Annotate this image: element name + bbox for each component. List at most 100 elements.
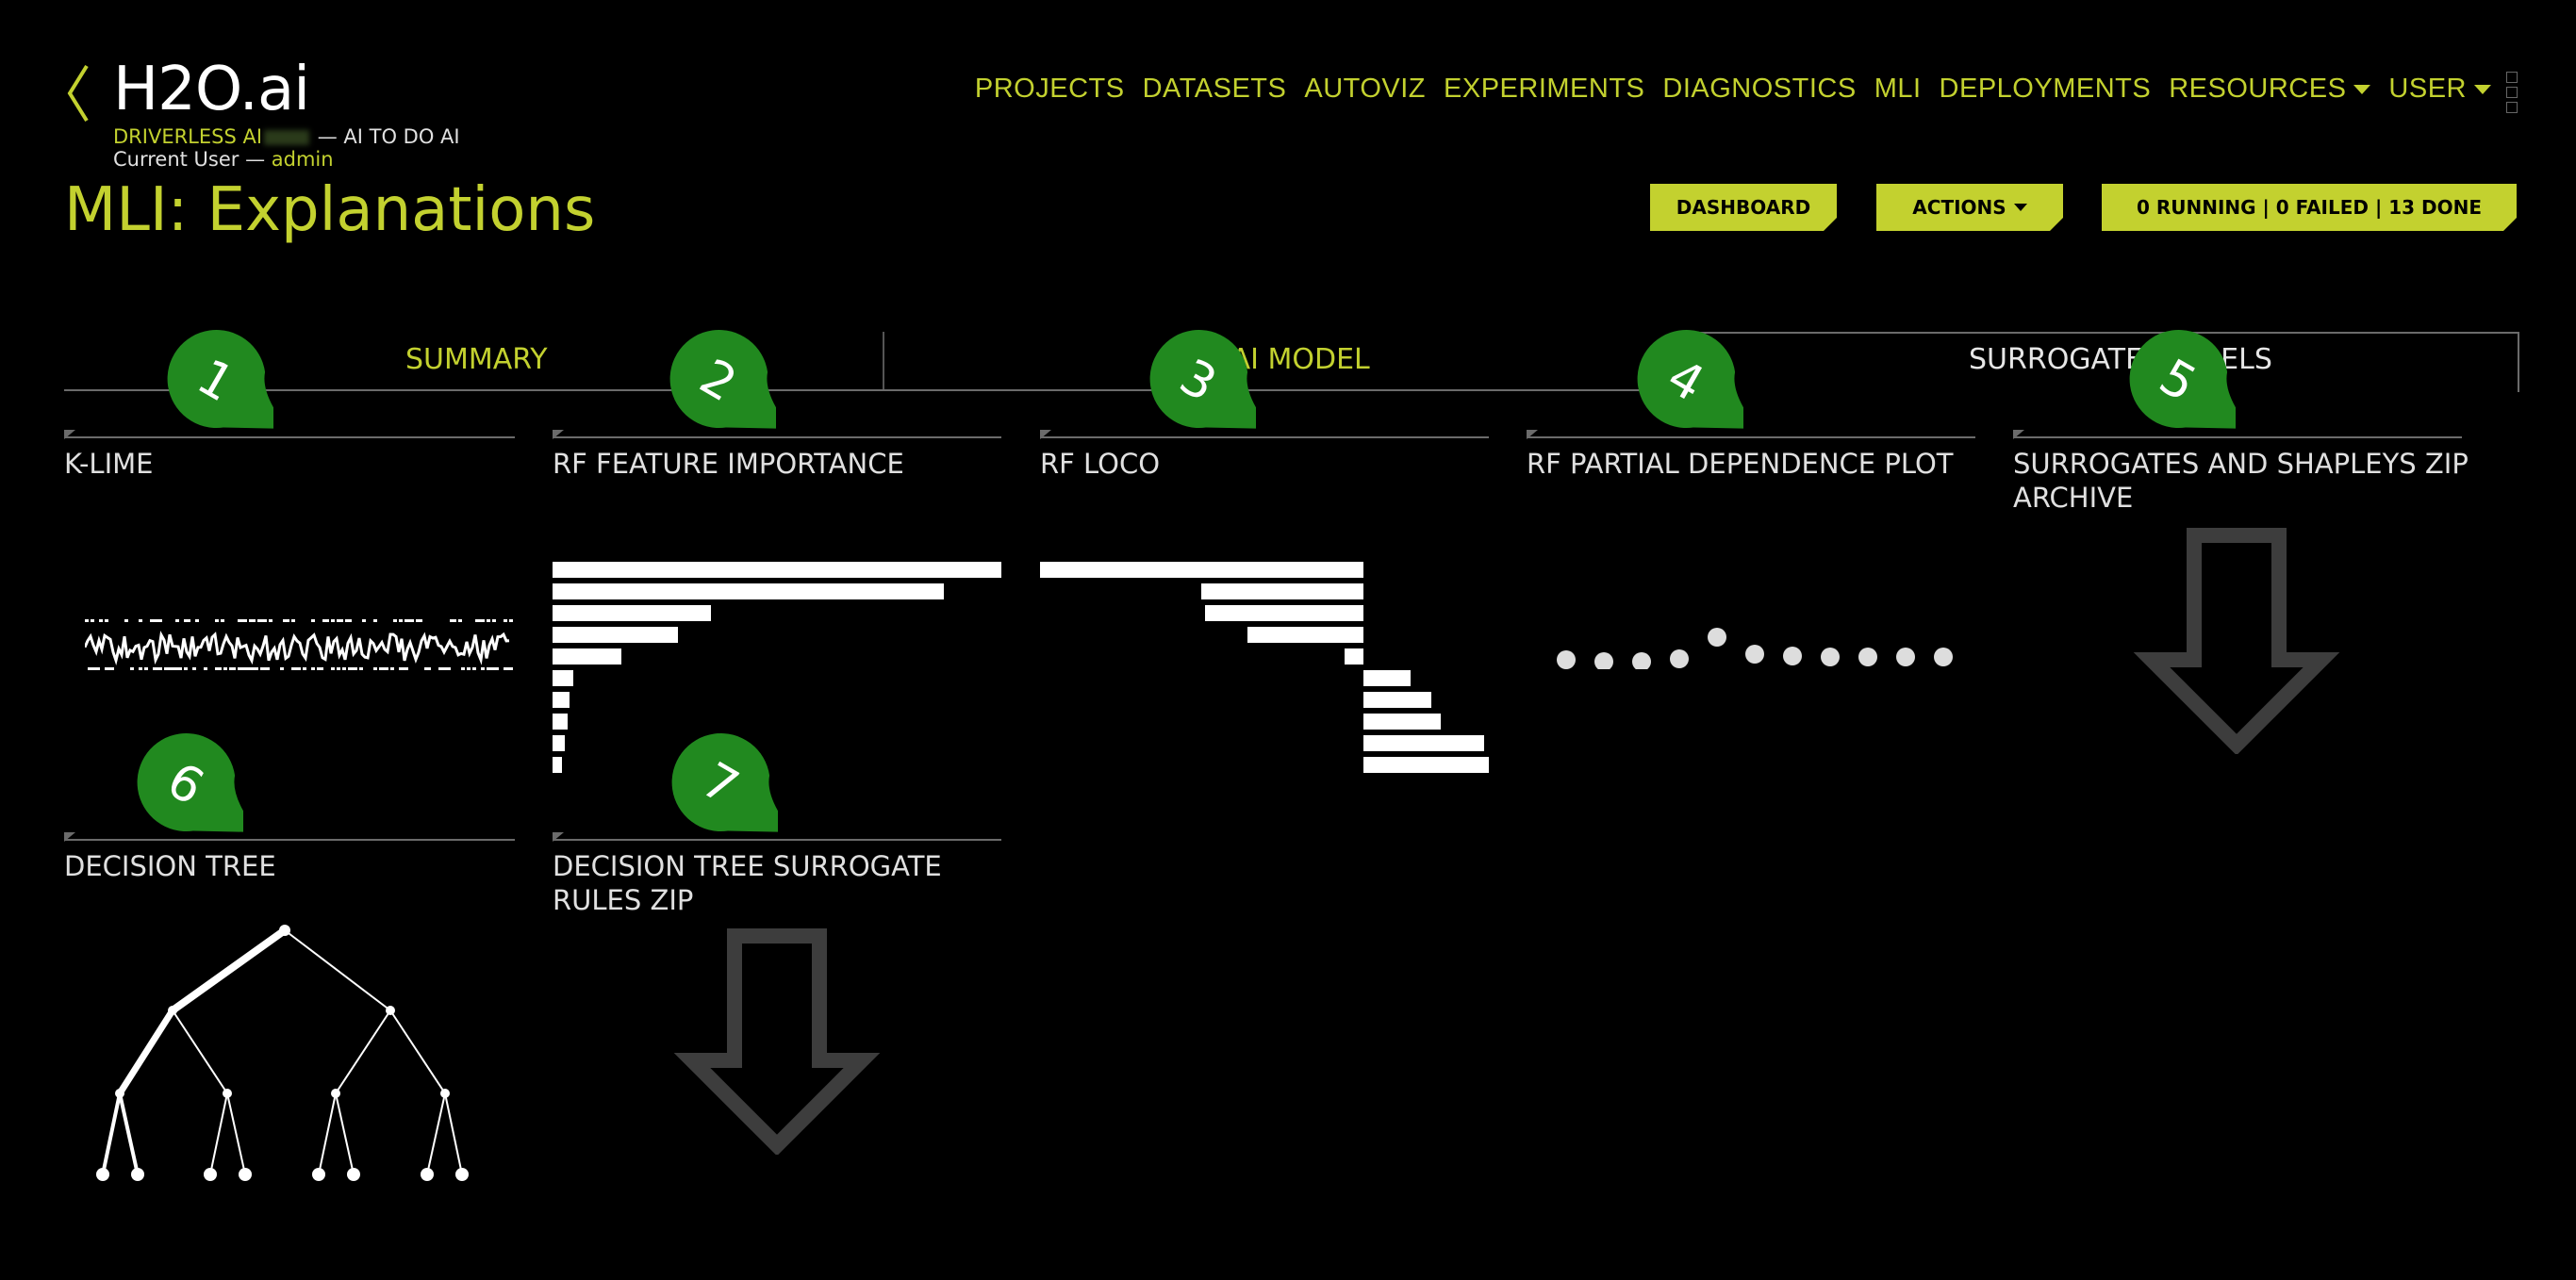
tour-marker-4[interactable]: 4 [1630, 325, 1743, 438]
tour-marker-3[interactable]: 3 [1143, 325, 1256, 438]
klime-dot [461, 667, 465, 670]
klime-dot [475, 619, 479, 622]
card-divider [64, 839, 515, 841]
nav-mli[interactable]: MLI [1874, 74, 1922, 104]
klime-dot [311, 667, 315, 670]
card-title-rf-pdp[interactable]: RF PARTIAL DEPENDENCE PLOT [1527, 448, 1954, 480]
klime-dot [345, 619, 349, 622]
rf-loco-bar [1363, 757, 1489, 773]
tour-marker-2[interactable]: 2 [663, 325, 776, 438]
download-arrow-icon[interactable] [673, 928, 881, 1155]
nav-experiments[interactable]: EXPERIMENTS [1444, 74, 1645, 104]
card-title-klime[interactable]: K-LIME [64, 448, 154, 480]
rf-loco-chart[interactable] [1040, 562, 1489, 779]
nav-resources[interactable]: RESOURCES [2169, 74, 2371, 105]
back-chevron-icon[interactable] [60, 60, 98, 126]
card-title-dt-rules-zip[interactable]: DECISION TREE SURROGATE RULES ZIP [553, 850, 942, 916]
klime-dot [450, 619, 454, 622]
tour-marker-7[interactable]: 7 [665, 729, 778, 842]
klime-dot [260, 619, 264, 622]
klime-dot [297, 667, 301, 670]
decision-tree-diagram[interactable] [85, 919, 500, 1192]
klime-dot [458, 619, 462, 622]
nav-resources-label: RESOURCES [2169, 74, 2347, 104]
klime-dot [158, 667, 162, 670]
nav-datasets[interactable]: DATASETS [1142, 74, 1287, 104]
card-title-rf-feature-importance[interactable]: RF FEATURE IMPORTANCE [553, 448, 904, 480]
card-notch [64, 832, 75, 842]
download-arrow-icon[interactable] [2133, 528, 2340, 754]
klime-dot [373, 619, 377, 622]
klime-dot [215, 619, 219, 622]
klime-dot [99, 619, 103, 622]
card-title-decision-tree[interactable]: DECISION TREE [64, 850, 276, 882]
klime-dot [489, 667, 493, 670]
klime-sparkline[interactable] [85, 617, 514, 674]
card-title-rf-loco[interactable]: RF LOCO [1040, 448, 1161, 480]
rf-loco-bar [1363, 735, 1484, 751]
klime-dot [229, 667, 233, 670]
klime-dot [257, 619, 261, 622]
nav-user[interactable]: USER [2388, 74, 2491, 105]
klime-dot [492, 667, 496, 670]
rf-importance-bar [553, 627, 678, 643]
klime-dot [153, 667, 157, 670]
klime-dot [331, 667, 335, 670]
klime-dot [393, 619, 397, 622]
nav-deployments[interactable]: DEPLOYMENTS [1939, 74, 2152, 104]
klime-dot [164, 667, 168, 670]
rf-loco-bar [1363, 670, 1411, 686]
klime-dot [348, 667, 352, 670]
klime-dot [382, 667, 386, 670]
klime-dot [105, 619, 108, 622]
klime-dot [504, 667, 507, 670]
tab-divider [883, 332, 884, 390]
klime-dot [487, 667, 490, 670]
nav-diagnostics[interactable]: DIAGNOSTICS [1662, 74, 1857, 104]
current-user-label: Current User — [113, 148, 272, 171]
klime-dot [156, 667, 159, 670]
klime-dot [481, 619, 485, 622]
klime-dot [405, 667, 408, 670]
rf-importance-bar [553, 757, 562, 773]
top-nav: PROJECTS DATASETS AUTOVIZ EXPERIMENTS DI… [975, 74, 2491, 105]
klime-dot [354, 667, 357, 670]
dashboard-button[interactable]: DASHBOARD [1650, 184, 1837, 231]
version-redacted [264, 130, 310, 145]
klime-dot [317, 667, 321, 670]
klime-dot [105, 667, 108, 670]
card-notch [553, 430, 564, 439]
klime-dot [156, 619, 159, 622]
klime-dot [405, 619, 408, 622]
klime-dot [204, 667, 207, 670]
nav-projects[interactable]: PROJECTS [974, 74, 1125, 104]
klime-dot [359, 667, 363, 670]
klime-dot [139, 619, 142, 622]
actions-button[interactable]: ACTIONS [1876, 184, 2063, 231]
klime-dot [337, 619, 340, 622]
rf-feature-importance-chart[interactable] [553, 562, 1001, 779]
tour-marker-1[interactable]: 1 [160, 325, 273, 438]
klime-dot [402, 667, 405, 670]
tab-summary[interactable]: SUMMARY [405, 343, 548, 376]
rf-loco-bar [1040, 562, 1363, 578]
tour-marker-5[interactable]: 5 [2122, 325, 2236, 438]
klime-dot [283, 619, 287, 622]
klime-dot [427, 667, 431, 670]
h2o-logo[interactable]: H2O.ai [113, 55, 310, 124]
klime-dot [195, 619, 199, 622]
app-grid-icon[interactable] [2506, 72, 2519, 113]
rf-loco-bar [1363, 714, 1441, 730]
klime-dot [509, 667, 513, 670]
klime-dot [263, 667, 267, 670]
klime-dot [385, 667, 388, 670]
pdp-point [1632, 652, 1651, 669]
klime-dot [232, 667, 236, 670]
card-title-shapley-zip[interactable]: SURROGATES AND SHAPLEYS ZIP ARCHIVE [2013, 448, 2469, 514]
rf-pdp-chart[interactable] [1527, 613, 1975, 669]
klime-dot [238, 667, 241, 670]
actions-button-label: ACTIONS [1912, 196, 2006, 219]
job-status-button[interactable]: 0 RUNNING | 0 FAILED | 13 DONE [2102, 184, 2517, 231]
tour-marker-6[interactable]: 6 [130, 729, 243, 842]
nav-autoviz[interactable]: AUTOVIZ [1304, 74, 1427, 104]
